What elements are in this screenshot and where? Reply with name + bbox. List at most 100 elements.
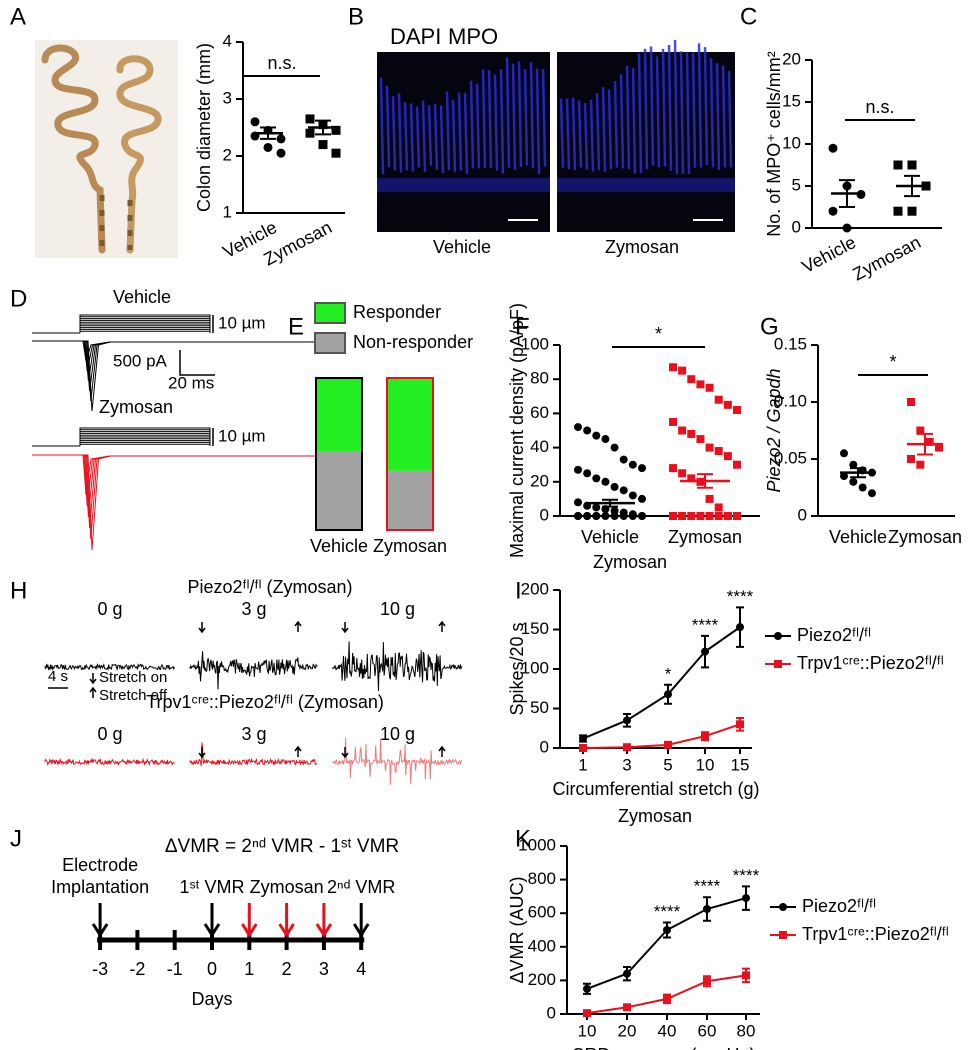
stretch-on-arrow: [341, 622, 349, 634]
y-axis-label: Maximal current density (pA/pF): [507, 303, 527, 558]
data-point: [893, 160, 903, 170]
y-tick-label: 50: [530, 698, 549, 717]
data-point: [574, 498, 582, 507]
recording-trace: [332, 641, 463, 691]
data-point: [619, 512, 628, 520]
data-point: [678, 366, 687, 375]
data-point: [916, 460, 925, 469]
bar-segment: [316, 450, 362, 530]
timeline-tick-label: 2: [282, 959, 292, 979]
significance-label: n.s.: [267, 53, 296, 73]
stretch-off-arrow: [438, 620, 446, 632]
submucosa: [377, 178, 550, 192]
x-tick-label: 10: [578, 1021, 597, 1040]
significance-label: ****: [733, 866, 760, 885]
group-label: Vehicle: [113, 287, 171, 307]
data-point: [858, 483, 867, 492]
event-label: Implantation: [51, 877, 149, 897]
data-point: [687, 512, 696, 520]
bar-outline: [315, 377, 363, 531]
significance-label: *: [655, 324, 662, 344]
data-point: [842, 223, 852, 233]
weight-label: 0 g: [97, 599, 122, 619]
data-point: [592, 503, 601, 512]
event-arrow: [241, 903, 258, 938]
significance-label: ****: [654, 902, 681, 921]
data-point: [703, 977, 711, 986]
data-point: [628, 460, 637, 469]
error-bar: [850, 467, 866, 479]
panel-label: J: [10, 825, 22, 852]
data-point: [705, 383, 714, 392]
data-point: [736, 623, 744, 632]
legend-label: Trpv1ᶜʳᵉ::Piezo2ᶠˡ/ᶠˡ: [797, 653, 944, 673]
data-point: [601, 477, 610, 486]
micrographs: [377, 39, 735, 232]
data-point: [592, 512, 601, 520]
group-label: Zymosan: [99, 397, 173, 417]
current-trace: [32, 454, 330, 540]
x-tick-label: 3: [622, 755, 631, 774]
timeline-tick-label: 4: [356, 959, 366, 979]
data-point: [828, 143, 838, 153]
data-point: [678, 512, 687, 520]
y-tick-label: 100: [521, 334, 549, 353]
data-point: [669, 363, 677, 372]
timeline-tick-label: -1: [167, 959, 183, 979]
data-point: [305, 128, 315, 138]
error-bar: [602, 498, 618, 508]
y-tick-label: 15: [782, 91, 801, 110]
y-tick-label: 800: [528, 869, 556, 888]
data-point: [663, 926, 671, 934]
data-point: [623, 743, 631, 752]
legend-label: Responder: [353, 302, 441, 322]
significance-label: ****: [692, 615, 719, 634]
formula: ΔVMR = 2ⁿᵈ VMR - 1ˢᵗ VMR: [165, 836, 399, 857]
legend-label: Stretch off: [99, 687, 168, 704]
data-point: [687, 429, 696, 438]
current-trace: [32, 454, 330, 496]
data-point: [619, 455, 628, 464]
data-point: [868, 489, 876, 498]
x-tick-label: Vehicle: [310, 536, 368, 556]
recording-trace: [189, 742, 318, 766]
data-point: [733, 512, 741, 520]
data-point: [669, 512, 677, 520]
image-caption: Zymosan: [605, 237, 679, 257]
crypt-texture: [379, 57, 547, 175]
data-point: [276, 148, 286, 158]
legend-marker: [774, 660, 782, 668]
data-point: [638, 464, 646, 473]
event-label: 1ˢᵗ VMR: [179, 877, 244, 897]
submucosa: [557, 178, 735, 192]
data-point: [736, 720, 744, 729]
data-point: [592, 431, 601, 440]
stretch-off-arrow: [438, 745, 446, 757]
traces: [32, 314, 463, 785]
event-arrow: [315, 903, 333, 938]
data-point: [696, 435, 705, 444]
event-arrow: [352, 903, 370, 938]
x-tick-label: Vehicle: [798, 232, 859, 277]
data-point: [916, 426, 925, 435]
recording-trace: [189, 651, 318, 690]
data-point: [907, 160, 917, 170]
data-point: [318, 140, 328, 150]
legend-arrow: [89, 673, 97, 698]
scale-label: 10 µm: [218, 313, 266, 332]
data-point: [742, 971, 750, 980]
y-tick-label: 3: [223, 88, 232, 107]
y-tick-label: 0: [792, 217, 801, 236]
current-trace: [32, 454, 330, 551]
error-bar: [917, 432, 933, 456]
image-caption: Vehicle: [433, 237, 491, 257]
data-point: [601, 435, 610, 444]
data-point: [907, 455, 915, 463]
recording-title: Trpv1ᶜʳᵉ::Piezo2ᶠˡ/ᶠˡ (Zymosan): [146, 692, 384, 712]
y-tick-label: 200: [521, 579, 549, 598]
bar-segment: [387, 378, 433, 471]
significance-label: ****: [727, 587, 754, 606]
data-point: [687, 375, 696, 384]
data-point: [583, 512, 592, 520]
